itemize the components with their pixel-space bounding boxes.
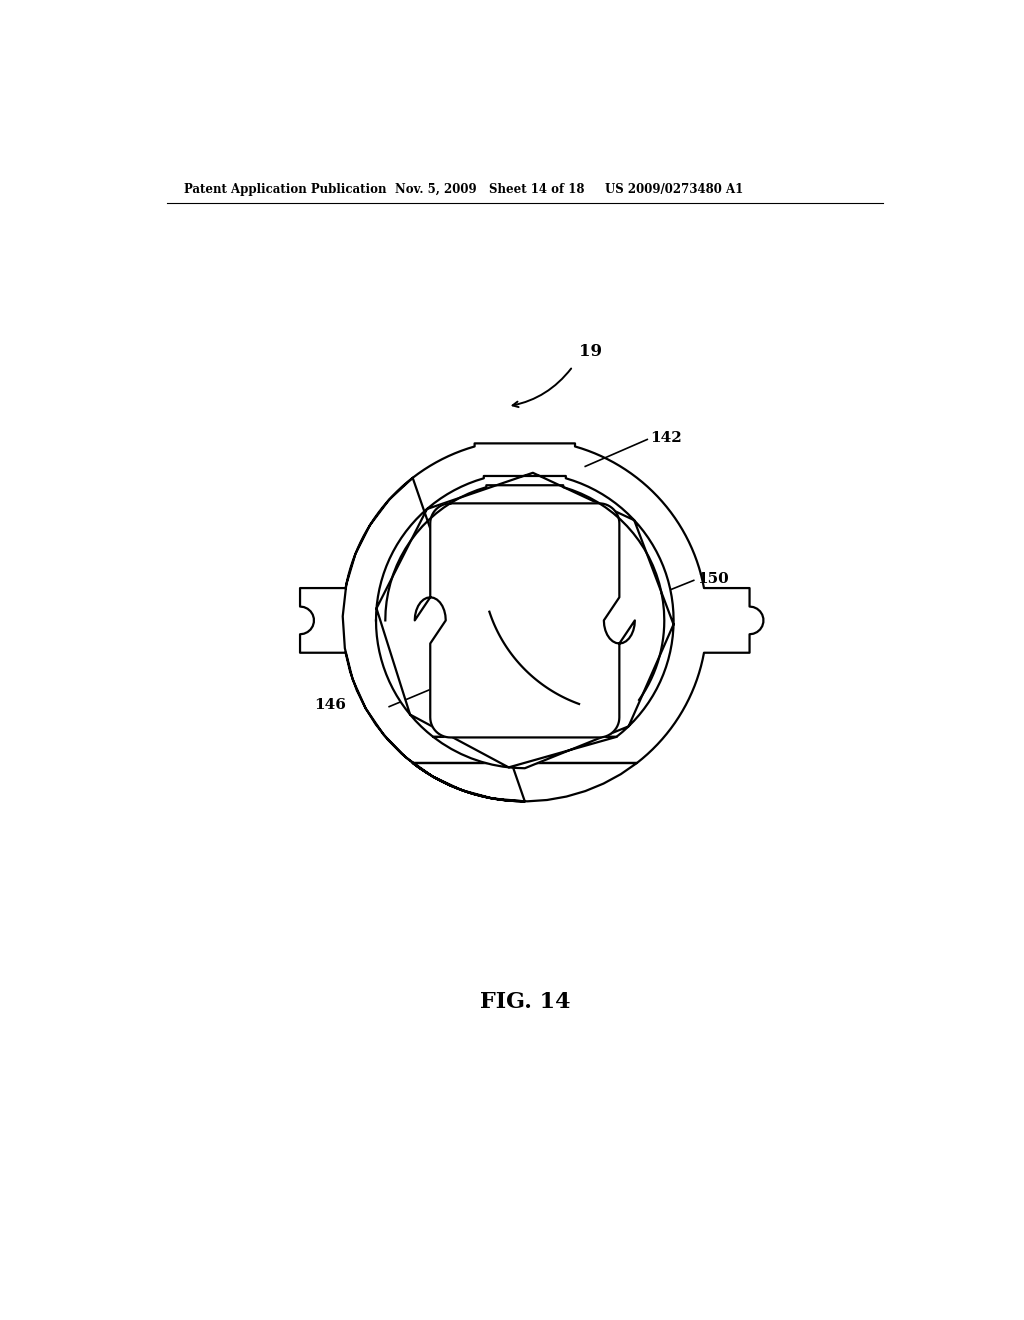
Text: Nov. 5, 2009   Sheet 14 of 18: Nov. 5, 2009 Sheet 14 of 18 xyxy=(395,183,585,197)
Text: 19: 19 xyxy=(579,343,602,360)
Polygon shape xyxy=(415,503,635,738)
Text: FIG. 14: FIG. 14 xyxy=(479,990,570,1012)
Text: US 2009/0273480 A1: US 2009/0273480 A1 xyxy=(604,183,742,197)
Text: 146: 146 xyxy=(314,698,346,711)
Text: Patent Application Publication: Patent Application Publication xyxy=(183,183,386,197)
Text: 142: 142 xyxy=(650,430,682,445)
Polygon shape xyxy=(376,473,674,768)
Polygon shape xyxy=(300,444,763,801)
Text: 150: 150 xyxy=(697,572,729,586)
